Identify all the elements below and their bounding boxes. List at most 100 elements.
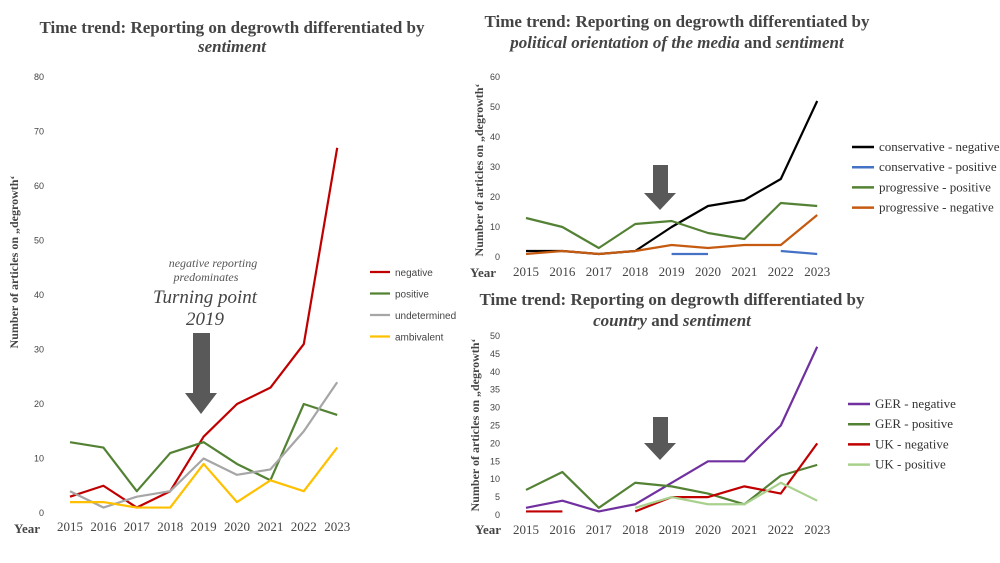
chart2-legend-label: conservative - negative — [879, 139, 1000, 154]
chart3-x-tick-label: 2021 — [731, 522, 757, 537]
chart2-down-arrow-icon — [644, 165, 676, 210]
chart3-series-uk-positive — [634, 481, 818, 509]
chart1-y-tick-label: 10 — [34, 454, 44, 464]
chart1-x-tick-label: 2020 — [224, 519, 250, 534]
chart1-down-arrow-icon — [185, 333, 217, 414]
chart1-x-axis-title: Year — [14, 521, 40, 536]
chart1-legend-label: positive — [395, 290, 429, 301]
chart1-series-line — [69, 147, 339, 509]
chart3-y-tick-label: 45 — [490, 349, 500, 359]
chart2-x-tick-label: 2019 — [659, 264, 685, 279]
chart3-x-tick-label: 2023 — [804, 522, 830, 537]
chart3-y-tick-label: 35 — [490, 385, 500, 395]
chart2-x-tick-label: 2020 — [695, 264, 721, 279]
chart2-y-tick-label: 20 — [490, 192, 500, 202]
chart1-y-tick-label: 20 — [34, 399, 44, 409]
chart1-x-tick-label: 2016 — [90, 519, 117, 534]
chart2-title-italic-sentiment: sentiment — [775, 33, 845, 52]
chart1-series-ambivalent — [70, 446, 339, 509]
chart3-y-tick-label: 0 — [495, 510, 500, 520]
chart3-y-tick-label: 40 — [490, 367, 500, 377]
chart3-series-line — [634, 481, 818, 509]
chart1-x-tick-label: 2018 — [157, 519, 183, 534]
chart1-legend-label: undetermined — [395, 311, 456, 322]
chart3-y-tick-label: 15 — [490, 456, 500, 466]
chart3-series-line — [525, 346, 819, 513]
chart2-y-tick-label: 50 — [490, 102, 500, 112]
chart3-title-italic-sentiment: sentiment — [682, 311, 752, 330]
chart3-y-tick-label: 30 — [490, 403, 500, 413]
chart1-y-tick-label: 30 — [34, 345, 44, 355]
chart1-x-tick-label: 2022 — [291, 519, 317, 534]
chart3-title-line1: Time trend: Reporting on degrowth differ… — [479, 290, 865, 309]
chart1-x-tick-label: 2019 — [191, 519, 217, 534]
chart1-annotation-small-line2: predominates — [173, 270, 239, 284]
chart3-title-and: and — [647, 311, 683, 330]
chart2-y-tick-label: 0 — [495, 252, 500, 262]
chart3-series-ger-negative — [525, 346, 819, 513]
chart1-x-tick-label: 2015 — [57, 519, 83, 534]
chart3-plot-area: 0 5 10 15 20 25 30 35 40 45 50 2015 2016 2017 2018 2019… — [490, 331, 956, 537]
chart3-x-tick-label: 2015 — [513, 522, 539, 537]
chart2-x-tick-label: 2021 — [731, 264, 757, 279]
chart3-x-tick-label: 2018 — [622, 522, 648, 537]
chart1-x-tick-label: 2023 — [324, 519, 350, 534]
chart3-legend-label: UK - positive — [875, 457, 946, 472]
chart2-plot-area: 0 10 20 30 40 50 60 2015 2016 2017 2018 2019 2020 202… — [490, 72, 1000, 279]
chart1-y-tick-label: 50 — [34, 236, 44, 246]
chart2-x-tick-label: 2023 — [804, 264, 830, 279]
chart3-x-tick-label: 2017 — [586, 522, 613, 537]
chart2-y-axis-title: Number of articles on „degrowth‘ — [472, 84, 486, 257]
chart1-legend-label: ambivalent — [395, 333, 444, 344]
chart1-y-tick-label: 80 — [34, 72, 44, 82]
chart1-series-line — [70, 446, 339, 509]
chart1-annotation-small-line1: negative reporting — [169, 256, 258, 270]
chart1-annotation-big-line2: 2019 — [186, 309, 225, 330]
chart1-y-tick-label: 40 — [34, 290, 44, 300]
chart2-y-tick-label: 60 — [490, 72, 500, 82]
chart2-x-tick-label: 2022 — [768, 264, 794, 279]
chart3-x-tick-label: 2016 — [549, 522, 576, 537]
chart2-y-tick-label: 40 — [490, 132, 500, 142]
chart1-y-tick-label: 0 — [39, 508, 44, 518]
chart2-x-tick-label: 2017 — [586, 264, 613, 279]
chart2-y-tick-label: 10 — [490, 222, 500, 232]
chart3-y-tick-label: 20 — [490, 438, 500, 448]
chart2-series-conservative-positive — [671, 249, 818, 256]
chart3-series-line — [525, 463, 818, 509]
chart1-series-positive — [69, 402, 338, 493]
chart1-x-tick-label: 2017 — [124, 519, 151, 534]
chart1-x-tick-label: 2021 — [257, 519, 283, 534]
chart3-legend-label: GER - positive — [875, 416, 953, 431]
chart3-title-line2: country and sentiment — [593, 311, 752, 330]
chart3-y-tick-label: 50 — [490, 331, 500, 341]
chart1-y-tick-label: 60 — [34, 181, 44, 191]
chart1-annotation-big-line1: Turning point — [153, 287, 258, 308]
chart2-y-tick-label: 30 — [490, 162, 500, 172]
chart2-series-progressive-positive — [525, 201, 818, 250]
chart1-series-negative — [69, 147, 339, 509]
chart1-y-tick-label: 70 — [34, 127, 44, 137]
chart2-legend-label: progressive - positive — [879, 179, 991, 194]
chart1-legend-label: negative — [395, 268, 433, 279]
chart2-title-line1: Time trend: Reporting on degrowth differ… — [484, 12, 870, 31]
chart2-title-line2: political orientation of the media and s… — [508, 33, 845, 52]
chart1-series-line — [69, 402, 338, 493]
chart3-y-tick-label: 25 — [490, 421, 500, 431]
chart1-y-axis-title: Number of articles on „degrowth‘ — [7, 176, 21, 349]
chart2-legend-label: progressive - negative — [879, 200, 994, 215]
chart2-title-italic-orientation: political orientation of the media — [508, 33, 740, 52]
chart2-title-and: and — [740, 33, 776, 52]
chart2-legend-label: conservative - positive — [879, 159, 997, 174]
chart1-title-line1: Time trend: Reporting on degrowth differ… — [39, 18, 425, 37]
chart1-plot-area: 0 10 20 30 40 50 60 70 80 2015 2016 2017 2018 2019 202… — [34, 72, 456, 534]
chart3-x-axis-title: Year — [475, 522, 501, 537]
chart3-y-axis-title: Number of articles on „degrowth‘ — [468, 339, 482, 512]
chart1-title-line2: sentiment — [197, 37, 267, 56]
chart3-down-arrow-icon — [644, 417, 676, 460]
chart2-series-line — [525, 214, 818, 256]
chart2-x-tick-label: 2018 — [622, 264, 648, 279]
chart3-x-tick-label: 2020 — [695, 522, 721, 537]
chart2-x-tick-label: 2016 — [549, 264, 576, 279]
